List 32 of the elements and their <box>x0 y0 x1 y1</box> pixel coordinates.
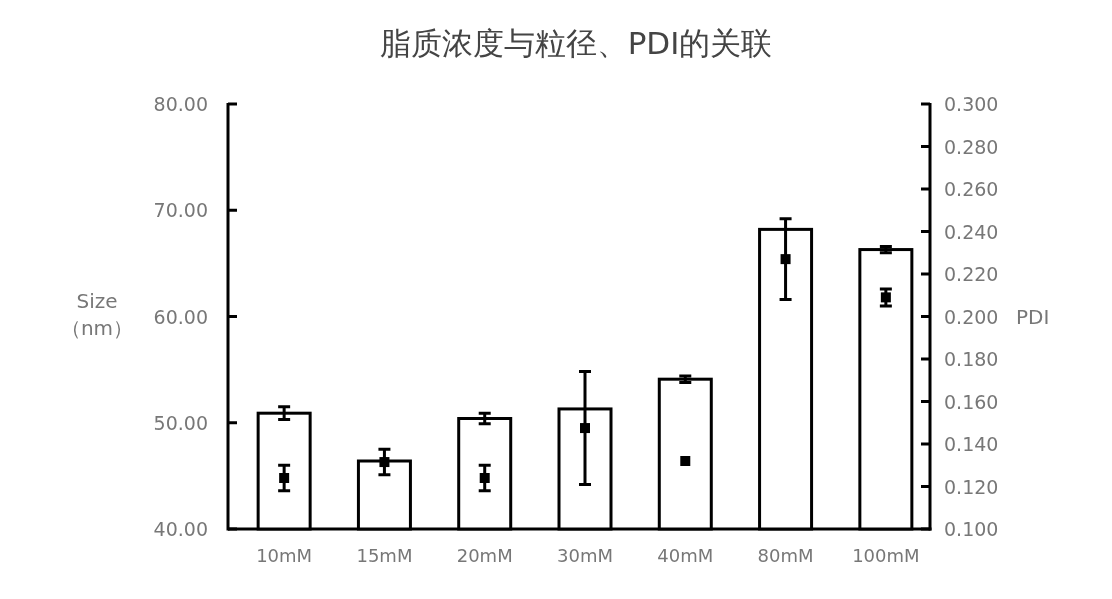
chart-title: 脂质浓度与粒径、PDI的关联 <box>379 25 773 61</box>
y2-axis-title: PDI <box>1016 305 1050 329</box>
y-tick-label: 80.00 <box>153 93 208 115</box>
y2-tick-label: 0.140 <box>944 433 999 455</box>
x-tick-label: 30mM <box>557 545 613 566</box>
y2-tick-label: 0.260 <box>944 178 999 200</box>
y2-tick-label: 0.100 <box>944 518 999 540</box>
x-tick-label: 15mM <box>356 545 413 566</box>
y2-tick-label: 0.120 <box>944 475 999 498</box>
y-axis-title: Size （nm） <box>60 289 134 340</box>
point <box>580 423 590 434</box>
y2-tick-label: 0.200 <box>944 305 999 328</box>
x-tick-label: 80mM <box>757 545 814 566</box>
y2-tick-label: 0.300 <box>944 93 999 115</box>
y2-tick-label: 0.180 <box>944 348 999 370</box>
y-tick-label: 40.00 <box>153 518 208 540</box>
point <box>680 456 691 466</box>
y-tick-label: 70.00 <box>153 199 208 222</box>
point <box>279 473 290 483</box>
y2-tick-label: 0.240 <box>944 220 999 243</box>
x-tick-label: 100mM <box>852 545 920 566</box>
y2-tick-label: 0.160 <box>944 390 999 413</box>
x-tick-label: 10mM <box>256 545 313 566</box>
y2-tick-label: 0.280 <box>944 135 999 158</box>
point <box>780 254 791 265</box>
x-tick-label: 40mM <box>657 545 714 566</box>
y-tick-label: 60.00 <box>153 305 208 328</box>
y2-tick-label: 0.220 <box>944 263 999 285</box>
x-tick-label: 20mM <box>456 545 513 566</box>
point <box>479 473 490 483</box>
point <box>379 457 390 468</box>
y-tick-label: 50.00 <box>153 411 208 434</box>
